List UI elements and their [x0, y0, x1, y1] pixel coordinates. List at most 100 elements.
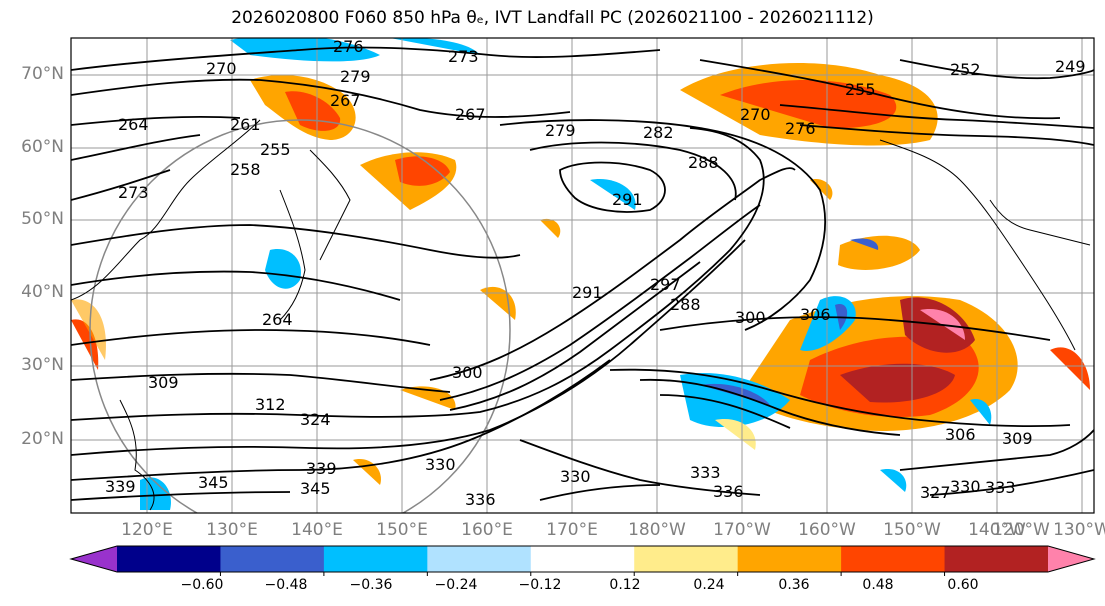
- contour-label: 312: [255, 395, 286, 414]
- contour-label: 276: [333, 37, 364, 56]
- contour-label: 306: [945, 425, 976, 444]
- contour-label: 276: [785, 119, 816, 138]
- lon-label: 120°W: [992, 520, 1050, 540]
- anomaly-region: [400, 386, 456, 410]
- figure-title: 2026020800 F060 850 hPa θₑ, IVT Landfall…: [231, 8, 874, 28]
- contour-label: 336: [465, 490, 496, 509]
- contour-label: 336: [713, 482, 744, 501]
- colorbar-cell: [323, 546, 428, 572]
- colorbar-cell: [634, 546, 739, 572]
- contour-label: 300: [735, 308, 766, 327]
- contour-label: 267: [455, 105, 486, 124]
- lon-label: 120°E: [121, 520, 173, 540]
- lon-label: 130°W: [1053, 520, 1105, 540]
- graticule-grid: [71, 38, 1094, 513]
- anomaly-region: [395, 156, 450, 186]
- contour-label: 297: [650, 275, 681, 294]
- contour-label: 333: [690, 463, 721, 482]
- lon-label: 180°W: [628, 520, 686, 540]
- anomaly-region: [720, 80, 897, 129]
- lon-label: 150°W: [883, 520, 941, 540]
- colorbar-cell: [737, 546, 842, 572]
- map-frame: [70, 37, 1095, 514]
- contour-label: 300: [452, 363, 483, 382]
- lat-label: 20°N: [21, 429, 64, 449]
- lat-label: 40°N: [21, 282, 64, 302]
- anomaly-region: [715, 419, 756, 450]
- contour-label: 288: [688, 153, 719, 172]
- contour-label: 270: [206, 59, 237, 78]
- colorbar-cell: [944, 546, 1049, 572]
- colorbar-tick-label: 0.12: [609, 577, 641, 593]
- contour-label: 273: [118, 183, 149, 202]
- anomaly-region: [590, 179, 636, 210]
- anomaly-region: [850, 238, 879, 250]
- contour-label: 267: [330, 91, 361, 110]
- contour-label: 333: [985, 478, 1016, 497]
- anomaly-region: [265, 249, 301, 289]
- map-panel: 264 270 276 273 279 267 261 258 255 273 …: [71, 37, 1094, 513]
- lat-label: 30°N: [21, 355, 64, 375]
- contour-label: 258: [230, 160, 261, 179]
- contour-label: 264: [118, 115, 149, 134]
- contour-label: 255: [260, 140, 291, 159]
- contour-label: 255: [845, 80, 876, 99]
- contour-label: 330: [560, 467, 591, 486]
- colorbar-extend-max: [1048, 546, 1094, 572]
- contour-label: 273: [448, 47, 479, 66]
- lat-label: 60°N: [21, 137, 64, 157]
- lon-label: 160°E: [461, 520, 513, 540]
- colorbar-cell: [841, 546, 946, 572]
- colorbar: [69, 545, 1096, 576]
- anomaly-region: [838, 235, 920, 270]
- colorbar-extend-min: [71, 546, 117, 572]
- lon-label: 140°W: [968, 520, 1026, 540]
- colorbar-tick-label: −0.12: [518, 577, 562, 593]
- contour-label: 249: [1055, 57, 1086, 76]
- contour-label: 309: [148, 373, 179, 392]
- contour-label: 252: [950, 60, 981, 79]
- anomaly-region: [970, 399, 992, 425]
- anomaly-region: [140, 477, 171, 510]
- contour-label: 261: [230, 115, 261, 134]
- contour-label: 345: [300, 479, 331, 498]
- contour-label: 345: [198, 473, 229, 492]
- anomaly-region: [540, 218, 561, 238]
- theta-e-contours: [71, 46, 1094, 501]
- lon-label: 160°W: [798, 520, 856, 540]
- contour-label: 324: [300, 410, 331, 429]
- colorbar-cell: [117, 546, 221, 572]
- anomaly-region: [1050, 347, 1090, 390]
- colorbar-tick-label: 0.36: [778, 577, 810, 593]
- contour-label: 279: [340, 67, 371, 86]
- colorbar-tick-label: −0.24: [434, 577, 478, 593]
- colorbar-cell: [530, 546, 635, 572]
- colorbar-tick-label: −0.60: [180, 577, 224, 593]
- colorbar-tick-label: −0.48: [264, 577, 308, 593]
- contour-label: 327: [920, 483, 951, 502]
- anomaly-region: [390, 38, 480, 55]
- contour-label: 309: [1002, 429, 1033, 448]
- colorbar-tick-label: 0.48: [862, 577, 894, 593]
- colorbar-outline: [69, 545, 1096, 573]
- contour-label: 339: [105, 477, 136, 496]
- anomaly-region: [840, 363, 955, 403]
- colorbar-cell: [220, 546, 325, 572]
- colorbar-cell: [427, 546, 532, 572]
- contour-label: 288: [670, 295, 701, 314]
- colorbar-tick-label: −0.36: [349, 577, 393, 593]
- contour-label: 282: [643, 123, 674, 142]
- lon-label: 130°E: [206, 520, 258, 540]
- contour-labels: 264 270 276 273 279 267 261 258 255 273 …: [105, 37, 1086, 509]
- anomaly-region: [71, 299, 106, 360]
- contour-label: 291: [612, 190, 643, 209]
- contour-label: 291: [572, 283, 603, 302]
- contour-label: 339: [306, 459, 337, 478]
- contour-label: 264: [262, 310, 293, 329]
- lon-label: 170°E: [546, 520, 598, 540]
- lat-label: 50°N: [21, 209, 64, 229]
- contour-label: 306: [800, 305, 831, 324]
- lon-label: 170°W: [713, 520, 771, 540]
- anomaly-region: [880, 469, 907, 492]
